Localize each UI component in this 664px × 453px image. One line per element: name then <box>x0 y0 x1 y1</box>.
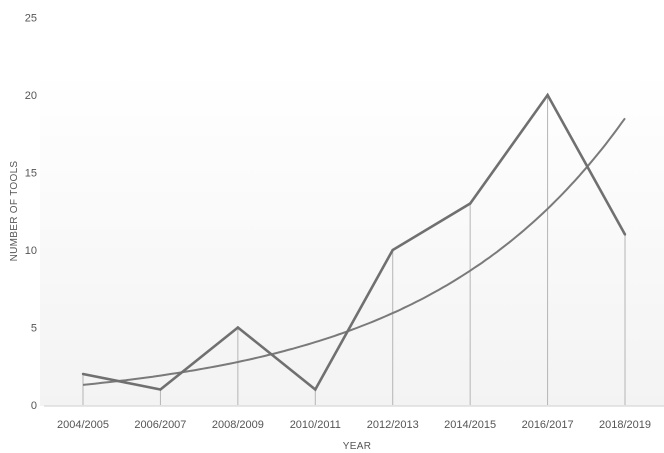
x-tick-label: 2016/2017 <box>522 419 574 431</box>
y-tick-label: 20 <box>25 90 37 102</box>
exponential-trendline <box>82 117 626 386</box>
data-point <box>546 93 549 97</box>
data-point <box>468 202 472 205</box>
x-axis-ticks: 2004/2005 2006/2007 2008/2009 2010/2011 2012… <box>57 419 651 431</box>
data-point <box>314 388 317 391</box>
y-tick-label: 5 <box>31 323 37 335</box>
y-axis-title: NUMBER OF TOOLS <box>9 161 20 262</box>
x-tick-label: 2006/2007 <box>134 419 186 431</box>
y-tick-label: 25 <box>25 13 37 25</box>
data-point <box>391 248 394 252</box>
x-tick-label: 2014/2015 <box>444 419 496 431</box>
series-layer <box>81 92 627 392</box>
x-tick-label: 2010/2011 <box>290 419 341 431</box>
data-point <box>81 372 85 376</box>
series-line <box>82 92 627 392</box>
data-point <box>236 326 240 329</box>
x-tick-label: 2008/2009 <box>212 419 264 431</box>
x-tick-label: 2012/2013 <box>367 419 419 431</box>
data-point <box>159 388 162 391</box>
y-axis-ticks: 0 5 10 15 20 25 <box>25 13 37 413</box>
plot-background <box>40 70 664 406</box>
y-tick-label: 0 <box>31 400 37 412</box>
x-tick-label: 2004/2005 <box>57 419 109 431</box>
y-tick-label: 15 <box>25 168 37 180</box>
drop-lines <box>82 95 626 405</box>
y-tick-label: 10 <box>25 245 37 257</box>
data-point <box>623 233 627 236</box>
trendline-layer <box>82 117 626 386</box>
x-axis-title: YEAR <box>343 441 371 452</box>
x-tick-label: 2018/2019 <box>599 419 651 431</box>
